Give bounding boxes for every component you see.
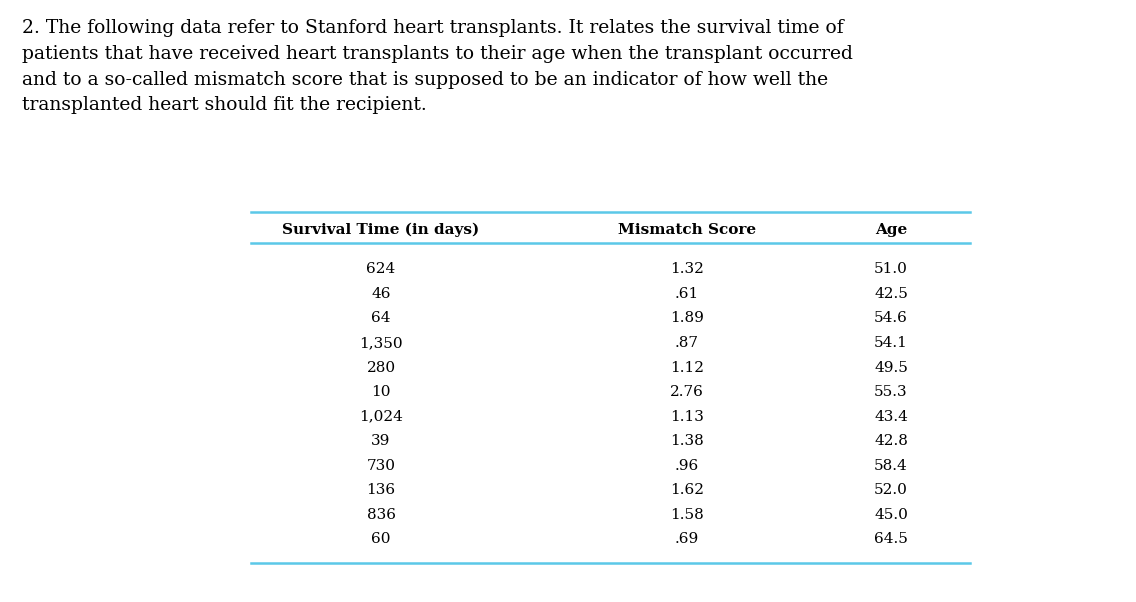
Text: 46: 46 <box>371 287 391 301</box>
Text: 54.6: 54.6 <box>874 311 908 325</box>
Text: 1.38: 1.38 <box>670 434 704 448</box>
Text: 51.0: 51.0 <box>874 262 908 276</box>
Text: 1.89: 1.89 <box>670 311 704 325</box>
Text: 730: 730 <box>367 459 395 473</box>
Text: 64.5: 64.5 <box>874 533 908 547</box>
Text: 49.5: 49.5 <box>874 361 908 374</box>
Text: .61: .61 <box>675 287 699 301</box>
Text: .87: .87 <box>675 336 699 350</box>
Text: 45.0: 45.0 <box>874 508 908 522</box>
Text: 1,024: 1,024 <box>359 409 403 424</box>
Text: 10: 10 <box>371 385 391 399</box>
Text: 1.32: 1.32 <box>670 262 704 276</box>
Text: 58.4: 58.4 <box>874 459 908 473</box>
Text: Mismatch Score: Mismatch Score <box>618 223 757 237</box>
Text: .96: .96 <box>675 459 699 473</box>
Text: 280: 280 <box>367 361 395 374</box>
Text: 42.8: 42.8 <box>874 434 908 448</box>
Text: 136: 136 <box>367 483 395 497</box>
Text: 54.1: 54.1 <box>874 336 908 350</box>
Text: 2.76: 2.76 <box>670 385 704 399</box>
Text: 60: 60 <box>371 533 391 547</box>
Text: 2. The following data refer to Stanford heart transplants. It relates the surviv: 2. The following data refer to Stanford … <box>22 19 853 114</box>
Text: 1.13: 1.13 <box>670 409 704 424</box>
Text: 1.62: 1.62 <box>670 483 704 497</box>
Text: 52.0: 52.0 <box>874 483 908 497</box>
Text: Survival Time (in days): Survival Time (in days) <box>283 223 479 237</box>
Text: .69: .69 <box>675 533 699 547</box>
Text: Age: Age <box>875 223 907 237</box>
Text: 39: 39 <box>371 434 391 448</box>
Text: 1.58: 1.58 <box>670 508 704 522</box>
Text: 64: 64 <box>371 311 391 325</box>
Text: 43.4: 43.4 <box>874 409 908 424</box>
Text: 55.3: 55.3 <box>875 385 908 399</box>
Text: 624: 624 <box>367 262 395 276</box>
Text: 1.12: 1.12 <box>670 361 704 374</box>
Text: 42.5: 42.5 <box>874 287 908 301</box>
Text: 1,350: 1,350 <box>359 336 403 350</box>
Text: 836: 836 <box>367 508 395 522</box>
